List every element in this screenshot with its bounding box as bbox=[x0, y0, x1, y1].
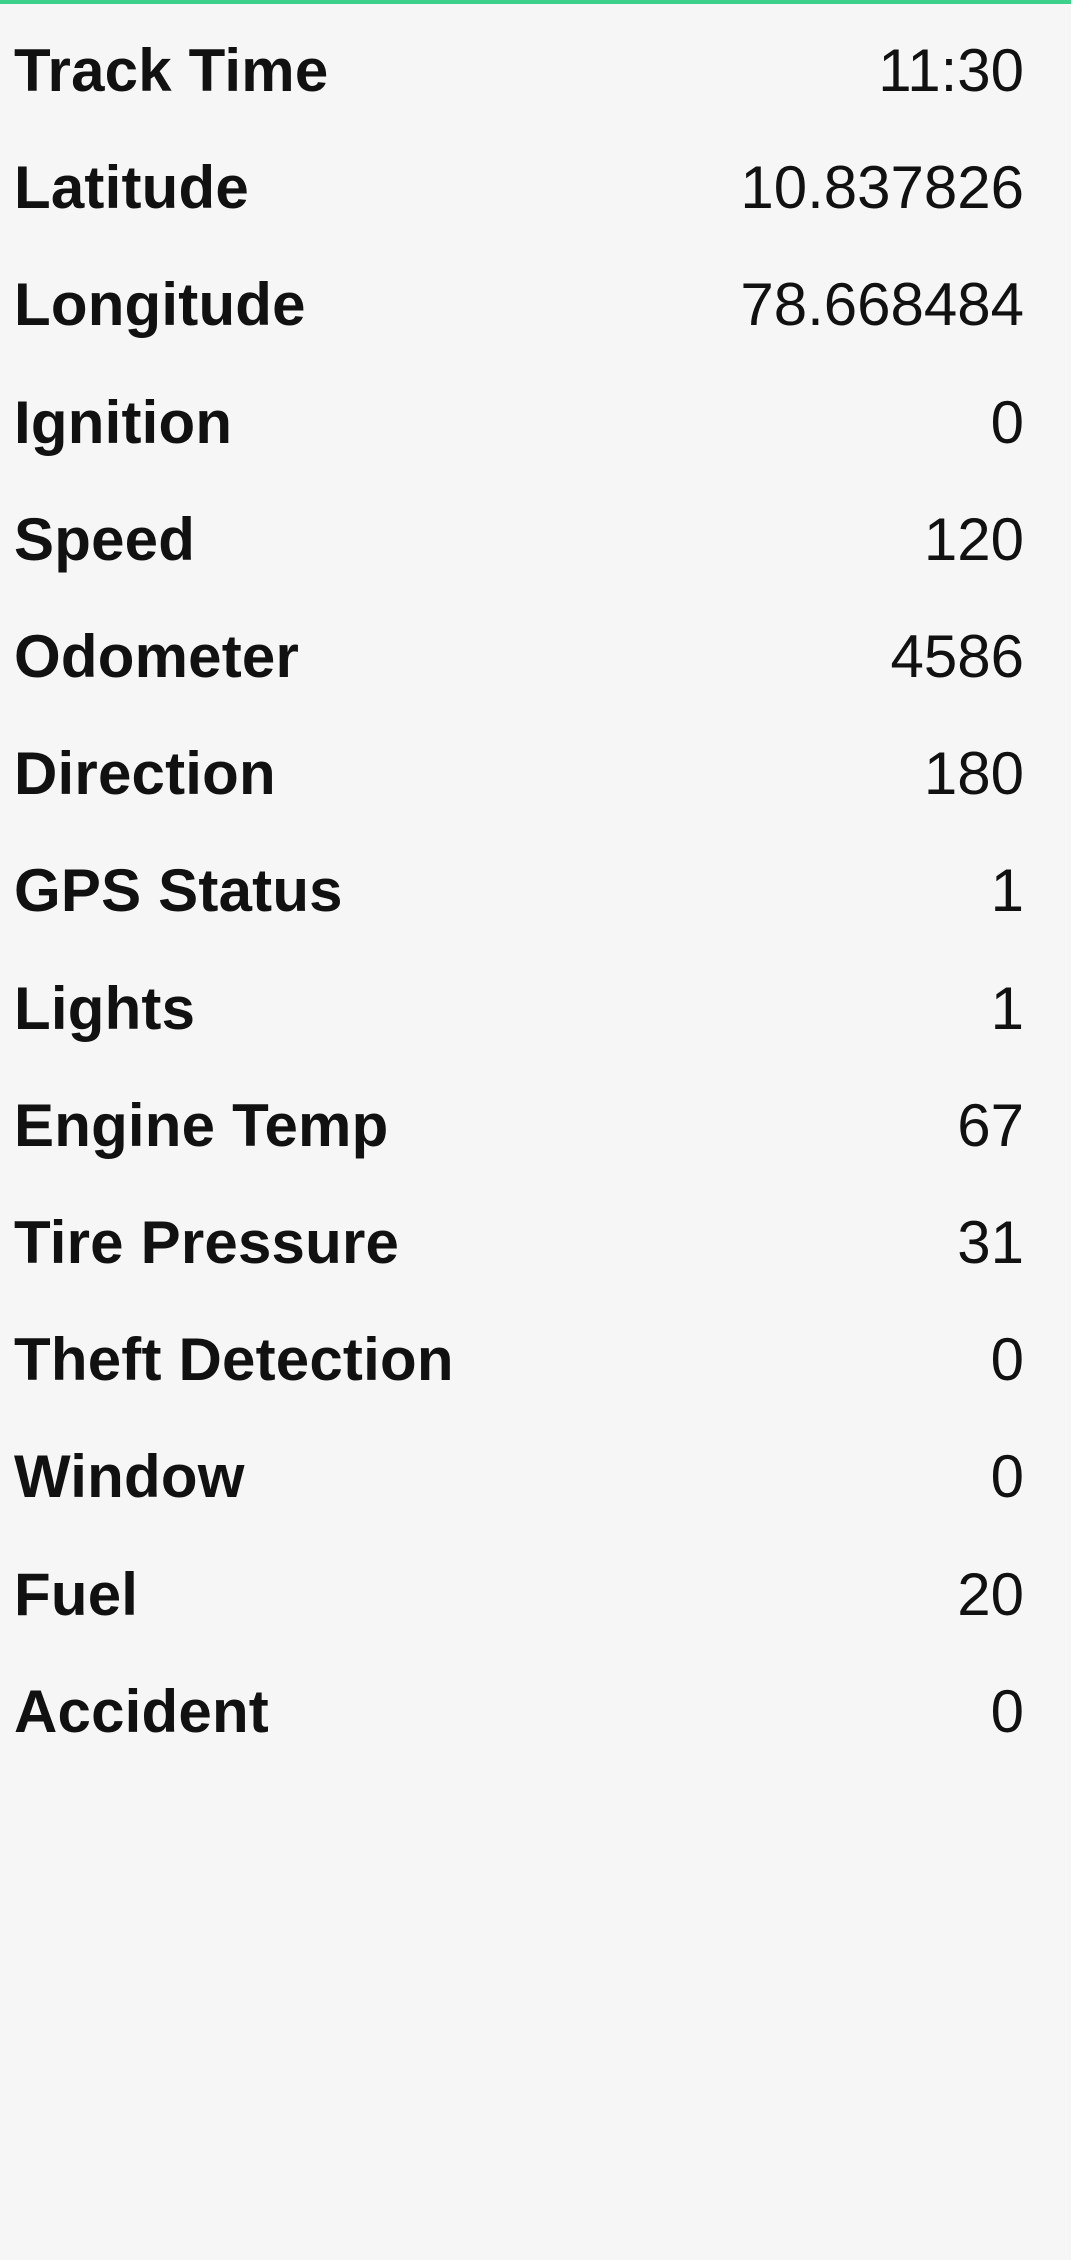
row-value: 120 bbox=[923, 505, 1024, 573]
row-odometer: Odometer 4586 bbox=[0, 598, 1071, 715]
row-label: Lights bbox=[14, 974, 196, 1042]
row-value: 78.668484 bbox=[740, 271, 1024, 339]
row-track-time: Track Time 11:30 bbox=[0, 12, 1071, 129]
row-longitude: Longitude 78.668484 bbox=[0, 246, 1071, 363]
row-value: 0 bbox=[990, 388, 1024, 456]
row-window: Window 0 bbox=[0, 1418, 1071, 1535]
row-value: 1 bbox=[990, 857, 1024, 925]
row-label: Odometer bbox=[14, 623, 299, 691]
row-value: 20 bbox=[957, 1560, 1024, 1628]
row-label: Direction bbox=[14, 740, 276, 808]
row-accident: Accident 0 bbox=[0, 1653, 1071, 1770]
row-speed: Speed 120 bbox=[0, 481, 1071, 598]
row-label: Accident bbox=[14, 1677, 269, 1745]
row-label: Theft Detection bbox=[14, 1326, 454, 1394]
row-label: GPS Status bbox=[14, 857, 343, 925]
row-label: Fuel bbox=[14, 1560, 139, 1628]
row-value: 4586 bbox=[890, 623, 1024, 691]
row-label: Engine Temp bbox=[14, 1091, 389, 1159]
row-value: 1 bbox=[990, 974, 1024, 1042]
row-value: 11:30 bbox=[878, 37, 1024, 105]
row-lights: Lights 1 bbox=[0, 950, 1071, 1067]
row-label: Tire Pressure bbox=[14, 1208, 400, 1276]
row-label: Track Time bbox=[14, 37, 329, 105]
row-value: 0 bbox=[990, 1326, 1024, 1394]
row-label: Ignition bbox=[14, 388, 233, 456]
row-label: Latitude bbox=[14, 154, 249, 222]
row-label: Longitude bbox=[14, 271, 306, 339]
right-edge-divider bbox=[1071, 0, 1077, 2260]
row-fuel: Fuel 20 bbox=[0, 1535, 1071, 1652]
row-label: Speed bbox=[14, 505, 196, 573]
row-direction: Direction 180 bbox=[0, 715, 1071, 832]
row-value: 180 bbox=[923, 740, 1024, 808]
row-ignition: Ignition 0 bbox=[0, 364, 1071, 481]
row-value: 0 bbox=[990, 1443, 1024, 1511]
vehicle-data-list: Track Time 11:30 Latitude 10.837826 Long… bbox=[0, 12, 1071, 1770]
row-value: 31 bbox=[957, 1208, 1024, 1276]
row-label: Window bbox=[14, 1443, 245, 1511]
row-value: 10.837826 bbox=[740, 154, 1024, 222]
row-value: 67 bbox=[957, 1091, 1024, 1159]
row-theft-detection: Theft Detection 0 bbox=[0, 1301, 1071, 1418]
row-gps-status: GPS Status 1 bbox=[0, 832, 1071, 949]
row-latitude: Latitude 10.837826 bbox=[0, 129, 1071, 246]
row-engine-temp: Engine Temp 67 bbox=[0, 1067, 1071, 1184]
top-accent-bar bbox=[0, 0, 1077, 4]
row-tire-pressure: Tire Pressure 31 bbox=[0, 1184, 1071, 1301]
row-value: 0 bbox=[990, 1677, 1024, 1745]
